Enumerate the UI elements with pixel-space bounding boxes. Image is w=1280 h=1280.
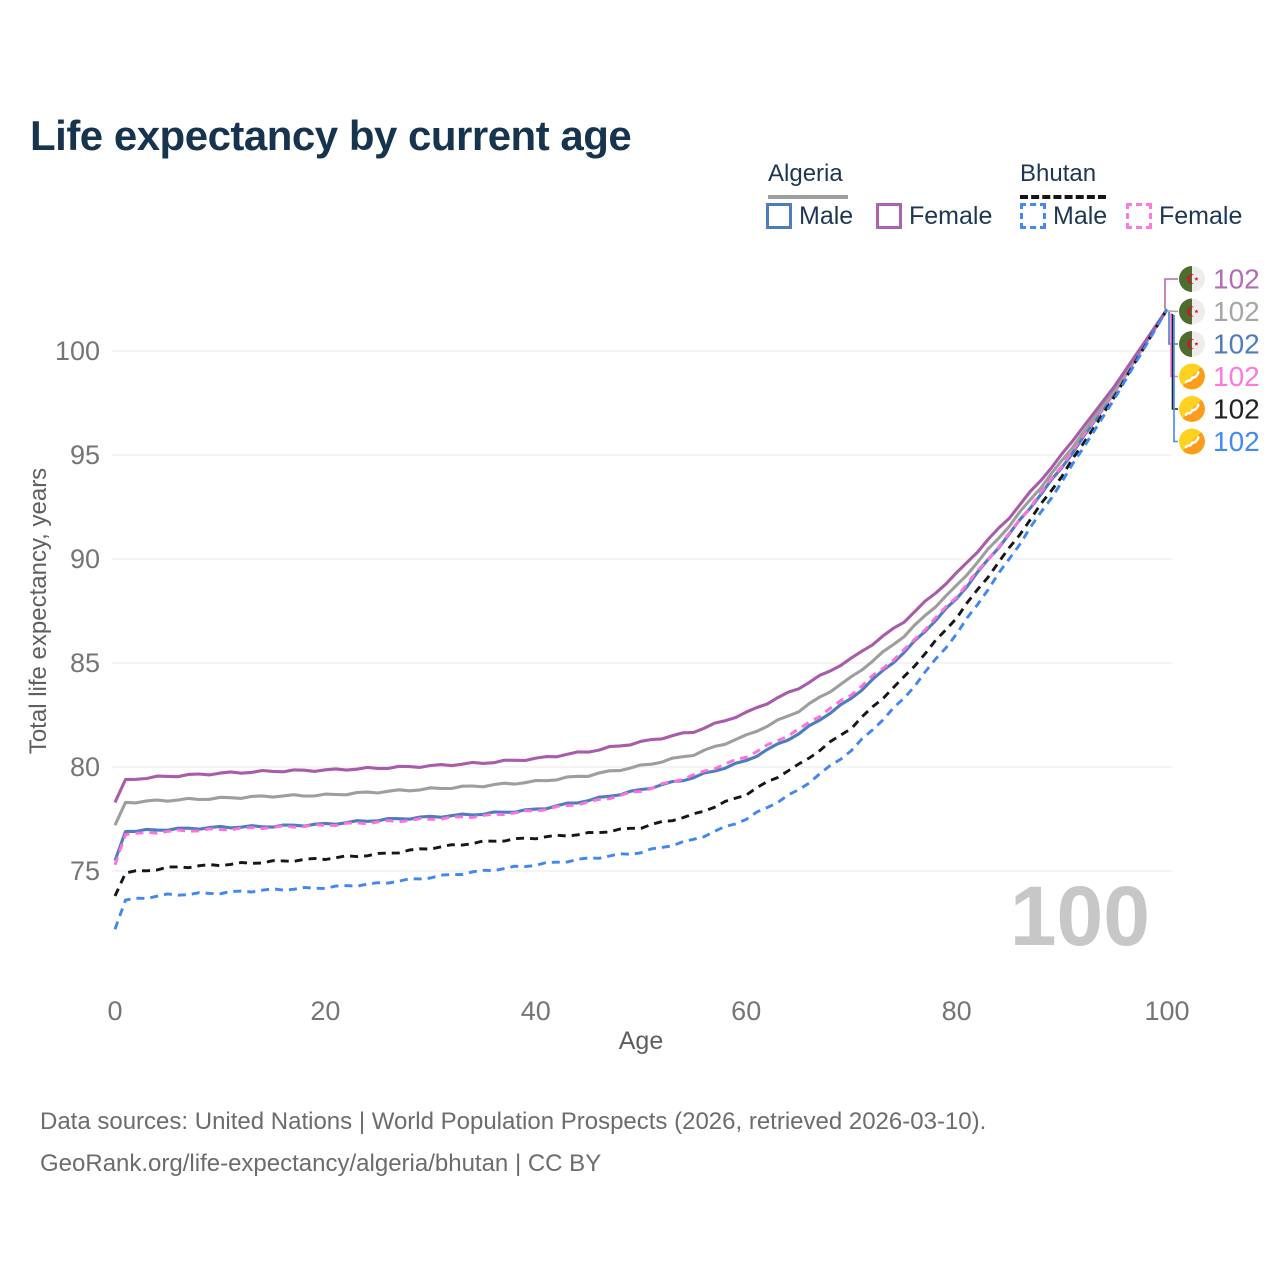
crescent-icon	[1187, 339, 1195, 349]
algeria-male-swatch-icon	[766, 203, 792, 229]
series-line-algeria-female	[113, 308, 1169, 804]
legend-item-algeria-female[interactable]: Female	[876, 202, 992, 230]
series-line-bhutan-male	[113, 308, 1169, 930]
legend-country-algeria[interactable]: Algeria	[768, 160, 843, 187]
star-icon	[1194, 309, 1199, 314]
end-value-label: 102	[1213, 264, 1260, 295]
axes: 75 80 85 90 95 100 0 20 40 60 80 100 Age Total life e…	[25, 336, 1190, 1055]
legend-item-label: Male	[799, 201, 854, 230]
data-source-text: Data sources: United Nations | World Pop…	[40, 1108, 987, 1135]
leader-line	[1168, 312, 1178, 345]
leader-line	[1164, 278, 1178, 309]
legend-item-label: Male	[1053, 201, 1108, 230]
series-lines	[113, 308, 1169, 930]
attribution-link-text[interactable]: GeoRank.org/life-expectancy/algeria/bhut…	[40, 1150, 602, 1177]
x-axis-title: Age	[619, 1027, 663, 1055]
age-cursor-watermark: 100	[1009, 869, 1150, 963]
algeria-female-swatch-icon	[876, 203, 902, 229]
bhutan-male-swatch-icon	[1020, 203, 1046, 229]
end-value-label: 102	[1213, 426, 1260, 457]
flag-badge	[1179, 298, 1205, 325]
end-value-label: 102	[1213, 296, 1260, 327]
crescent-icon	[1187, 274, 1195, 284]
y-tick-label: 75	[70, 856, 100, 886]
algeria-flag-green-half	[1179, 298, 1192, 325]
leader-line	[1170, 313, 1178, 378]
star-icon	[1194, 276, 1199, 281]
x-tick-label: 60	[731, 996, 761, 1026]
algeria-flag-green-half	[1179, 331, 1192, 357]
legend-country-bhutan[interactable]: Bhutan	[1020, 160, 1097, 187]
series-line-bhutan-both-sexes	[113, 308, 1169, 897]
algeria-flag-green-half	[1179, 266, 1192, 292]
y-tick-label: 85	[70, 648, 100, 678]
y-tick-label: 95	[70, 440, 100, 470]
x-tick-label: 80	[942, 996, 972, 1026]
y-tick-label: 100	[55, 336, 100, 366]
crescent-icon	[1187, 306, 1195, 317]
legend-bhutan-line-swatch	[1020, 195, 1106, 199]
page-title: Life expectancy by current age	[30, 112, 632, 160]
star-icon	[1194, 341, 1199, 346]
flag-badge	[1179, 396, 1205, 422]
leader-line	[1173, 315, 1178, 443]
flag-badge	[1179, 331, 1205, 357]
legend-item-label: Female	[909, 201, 993, 230]
series-line-algeria-male	[113, 308, 1169, 862]
x-tick-label: 0	[107, 996, 122, 1026]
series-line-bhutan-female	[113, 308, 1169, 866]
gridlines	[112, 350, 1172, 872]
legend-algeria-line-swatch	[768, 195, 848, 199]
dragon-icon	[1184, 371, 1200, 384]
legend-item-bhutan-male[interactable]: Male	[1020, 202, 1107, 230]
flag-badge	[1179, 428, 1205, 455]
y-axis-title: Total life expectancy, years	[25, 468, 52, 754]
leader-line	[1171, 314, 1178, 410]
end-value-label: 102	[1213, 361, 1260, 392]
flag-badge	[1179, 363, 1205, 390]
legend-item-label: Female	[1159, 201, 1243, 230]
x-tick-label: 40	[521, 996, 551, 1026]
x-tick-label: 20	[310, 996, 340, 1026]
x-tick-label: 100	[1144, 996, 1189, 1026]
series-line-algeria-both-sexes	[113, 308, 1169, 826]
dragon-icon	[1184, 436, 1200, 449]
y-tick-label: 90	[70, 544, 100, 574]
legend-item-algeria-male[interactable]: Male	[766, 202, 853, 230]
dragon-icon	[1184, 403, 1200, 416]
flag-badge	[1179, 266, 1205, 292]
y-tick-label: 80	[70, 752, 100, 782]
end-value-label: 102	[1213, 329, 1260, 360]
life-expectancy-chart: 75 80 85 90 95 100 0 20 40 60 80 100 Age Total life e…	[25, 264, 1260, 1056]
leader-line	[1166, 310, 1179, 313]
end-value-label: 102	[1213, 394, 1260, 425]
legend-item-bhutan-female[interactable]: Female	[1126, 202, 1242, 230]
bhutan-female-swatch-icon	[1126, 203, 1152, 229]
